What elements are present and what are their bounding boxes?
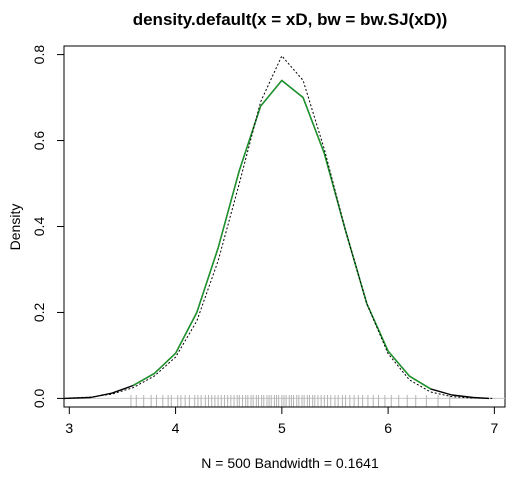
x-tick-label: 5 xyxy=(278,420,286,436)
x-tick-label: 3 xyxy=(65,420,73,436)
y-tick-label: 0.2 xyxy=(31,303,47,323)
y-axis: 0.0 0.2 0.4 0.6 0.8 xyxy=(31,45,65,408)
plot-box xyxy=(63,45,506,408)
density-line-1 xyxy=(132,79,431,390)
x-tick-label: 6 xyxy=(384,420,392,436)
x-tick-label: 4 xyxy=(172,420,180,436)
x-axis-label: N = 500 Bandwidth = 0.1641 xyxy=(201,455,379,471)
density-line-2 xyxy=(69,55,495,399)
x-axis: 3 4 5 6 7 xyxy=(65,406,498,436)
density-line-0 xyxy=(63,79,490,400)
density-curves xyxy=(63,55,495,400)
y-tick-label: 0.6 xyxy=(31,131,47,151)
y-axis-label: Density xyxy=(7,204,23,251)
chart-title: density.default(x = xD, bw = bw.SJ(xD)) xyxy=(133,10,448,29)
rug-marks xyxy=(130,395,451,407)
y-tick-label: 0.4 xyxy=(31,217,47,237)
x-tick-label: 7 xyxy=(490,420,498,436)
y-tick-label: 0.8 xyxy=(31,45,47,65)
y-tick-label: 0.0 xyxy=(31,388,47,408)
